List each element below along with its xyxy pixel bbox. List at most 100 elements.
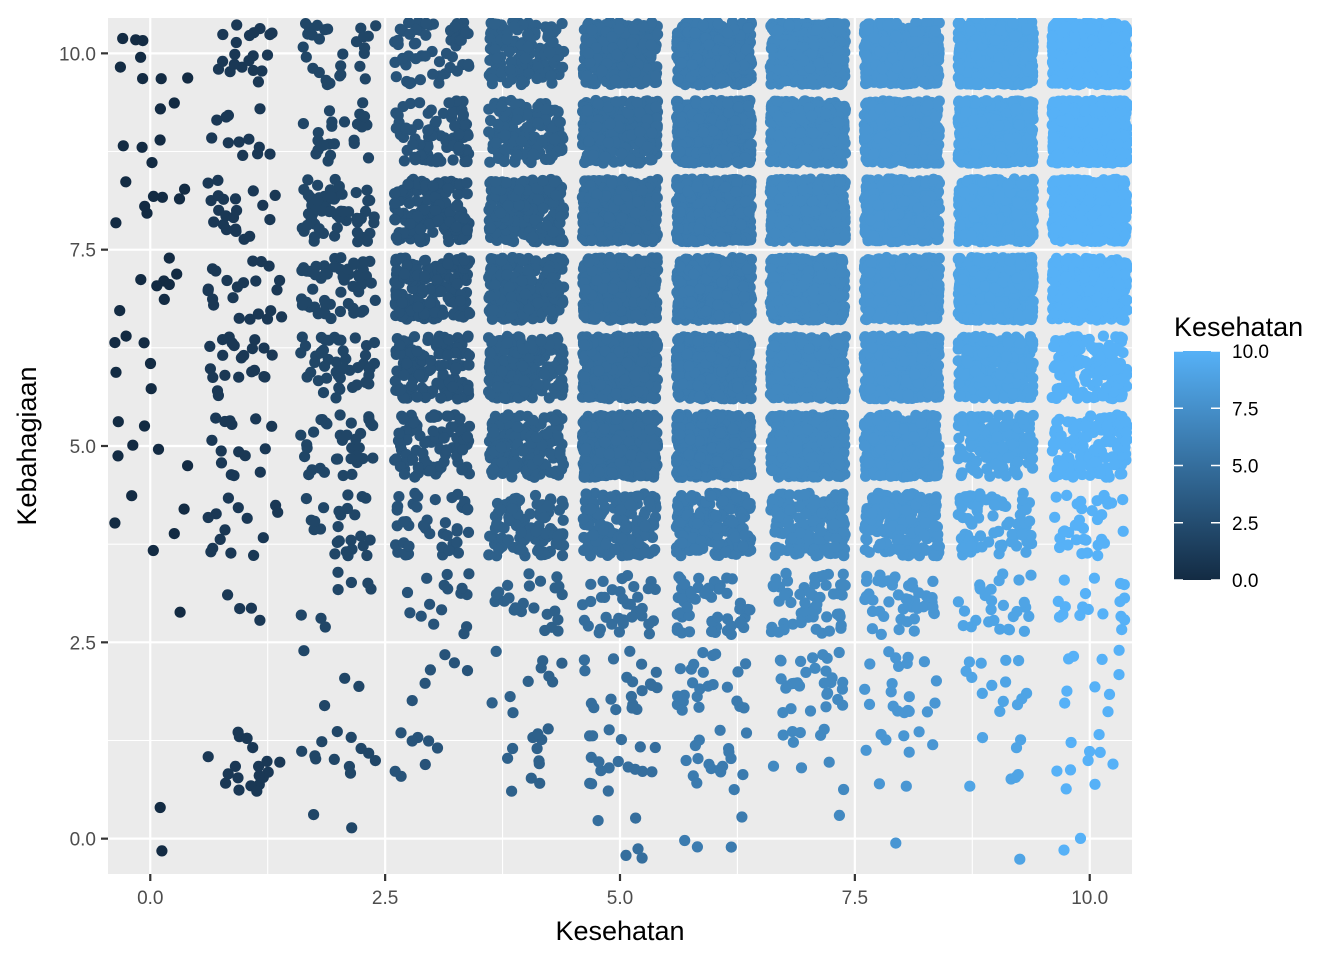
data-point (112, 450, 123, 461)
data-point (864, 658, 875, 669)
data-point (767, 464, 778, 475)
data-point (126, 490, 137, 501)
data-point (319, 361, 330, 372)
data-point (588, 702, 599, 713)
data-point (507, 743, 518, 754)
data-point (495, 504, 506, 515)
data-point (611, 388, 622, 399)
data-point (1000, 676, 1011, 687)
data-point (452, 393, 463, 404)
data-point (179, 504, 190, 515)
data-point (644, 496, 655, 507)
data-point (1101, 420, 1112, 431)
data-point (502, 337, 513, 348)
data-point (931, 675, 942, 686)
data-point (339, 363, 350, 374)
data-point (977, 732, 988, 743)
data-point (821, 466, 832, 477)
data-point (552, 531, 563, 542)
data-point (428, 412, 439, 423)
data-point (894, 534, 905, 545)
data-point (961, 666, 972, 677)
data-point (886, 686, 897, 697)
data-point (463, 527, 474, 538)
data-point (425, 465, 436, 476)
data-point (585, 596, 596, 607)
data-point (721, 573, 732, 584)
data-point (519, 386, 530, 397)
data-point (1007, 529, 1018, 540)
data-point (1117, 494, 1128, 505)
data-point (217, 334, 228, 345)
data-point (973, 512, 984, 523)
data-point (811, 599, 822, 610)
data-point (901, 505, 912, 516)
data-point (635, 452, 646, 463)
data-point (878, 611, 889, 622)
data-point (414, 369, 425, 380)
data-point (650, 356, 661, 367)
data-point (779, 589, 790, 600)
data-point (1095, 747, 1106, 758)
data-point (247, 742, 258, 753)
data-point (436, 604, 447, 615)
data-point (595, 379, 606, 390)
data-point (582, 463, 593, 474)
data-point (817, 649, 828, 660)
data-point (890, 652, 901, 663)
data-point (608, 653, 619, 664)
data-point (342, 489, 353, 500)
data-point (983, 616, 994, 627)
data-point (363, 411, 374, 422)
data-point (739, 530, 750, 541)
data-point (835, 623, 846, 634)
data-point (1011, 606, 1022, 617)
data-point (463, 568, 474, 579)
data-point (883, 596, 894, 607)
data-point (447, 381, 458, 392)
data-point (742, 448, 753, 459)
data-point (258, 532, 269, 543)
data-point (462, 665, 473, 676)
data-point (720, 547, 731, 558)
data-point (442, 569, 453, 580)
data-point (898, 604, 909, 615)
data-point (526, 773, 537, 784)
data-point (1116, 624, 1127, 635)
data-point (877, 577, 888, 588)
data-point (1059, 575, 1070, 586)
data-point (109, 337, 120, 348)
data-point (580, 443, 591, 454)
data-point (979, 412, 990, 423)
data-point (1013, 456, 1024, 467)
data-point (984, 471, 995, 482)
data-point (510, 602, 521, 613)
data-point (452, 523, 463, 534)
data-point (329, 754, 340, 765)
data-point (355, 428, 366, 439)
data-point (313, 375, 324, 386)
data-point (428, 426, 439, 437)
data-point (585, 579, 596, 590)
data-point (493, 544, 504, 555)
data-point (770, 578, 781, 589)
data-point (887, 575, 898, 586)
data-point (395, 727, 406, 738)
data-point (859, 441, 870, 452)
data-point (255, 467, 266, 478)
data-point (745, 427, 756, 438)
data-point (406, 380, 417, 391)
data-point (729, 784, 740, 795)
data-point (393, 428, 404, 439)
data-point (248, 550, 259, 561)
data-point (604, 449, 615, 460)
data-point (532, 728, 543, 739)
data-point (272, 507, 283, 518)
data-point (637, 603, 648, 614)
data-point (1115, 578, 1126, 589)
data-point (316, 736, 327, 747)
data-point (1059, 525, 1070, 536)
data-point (412, 491, 423, 502)
data-point (1099, 538, 1110, 549)
data-point (917, 468, 928, 479)
